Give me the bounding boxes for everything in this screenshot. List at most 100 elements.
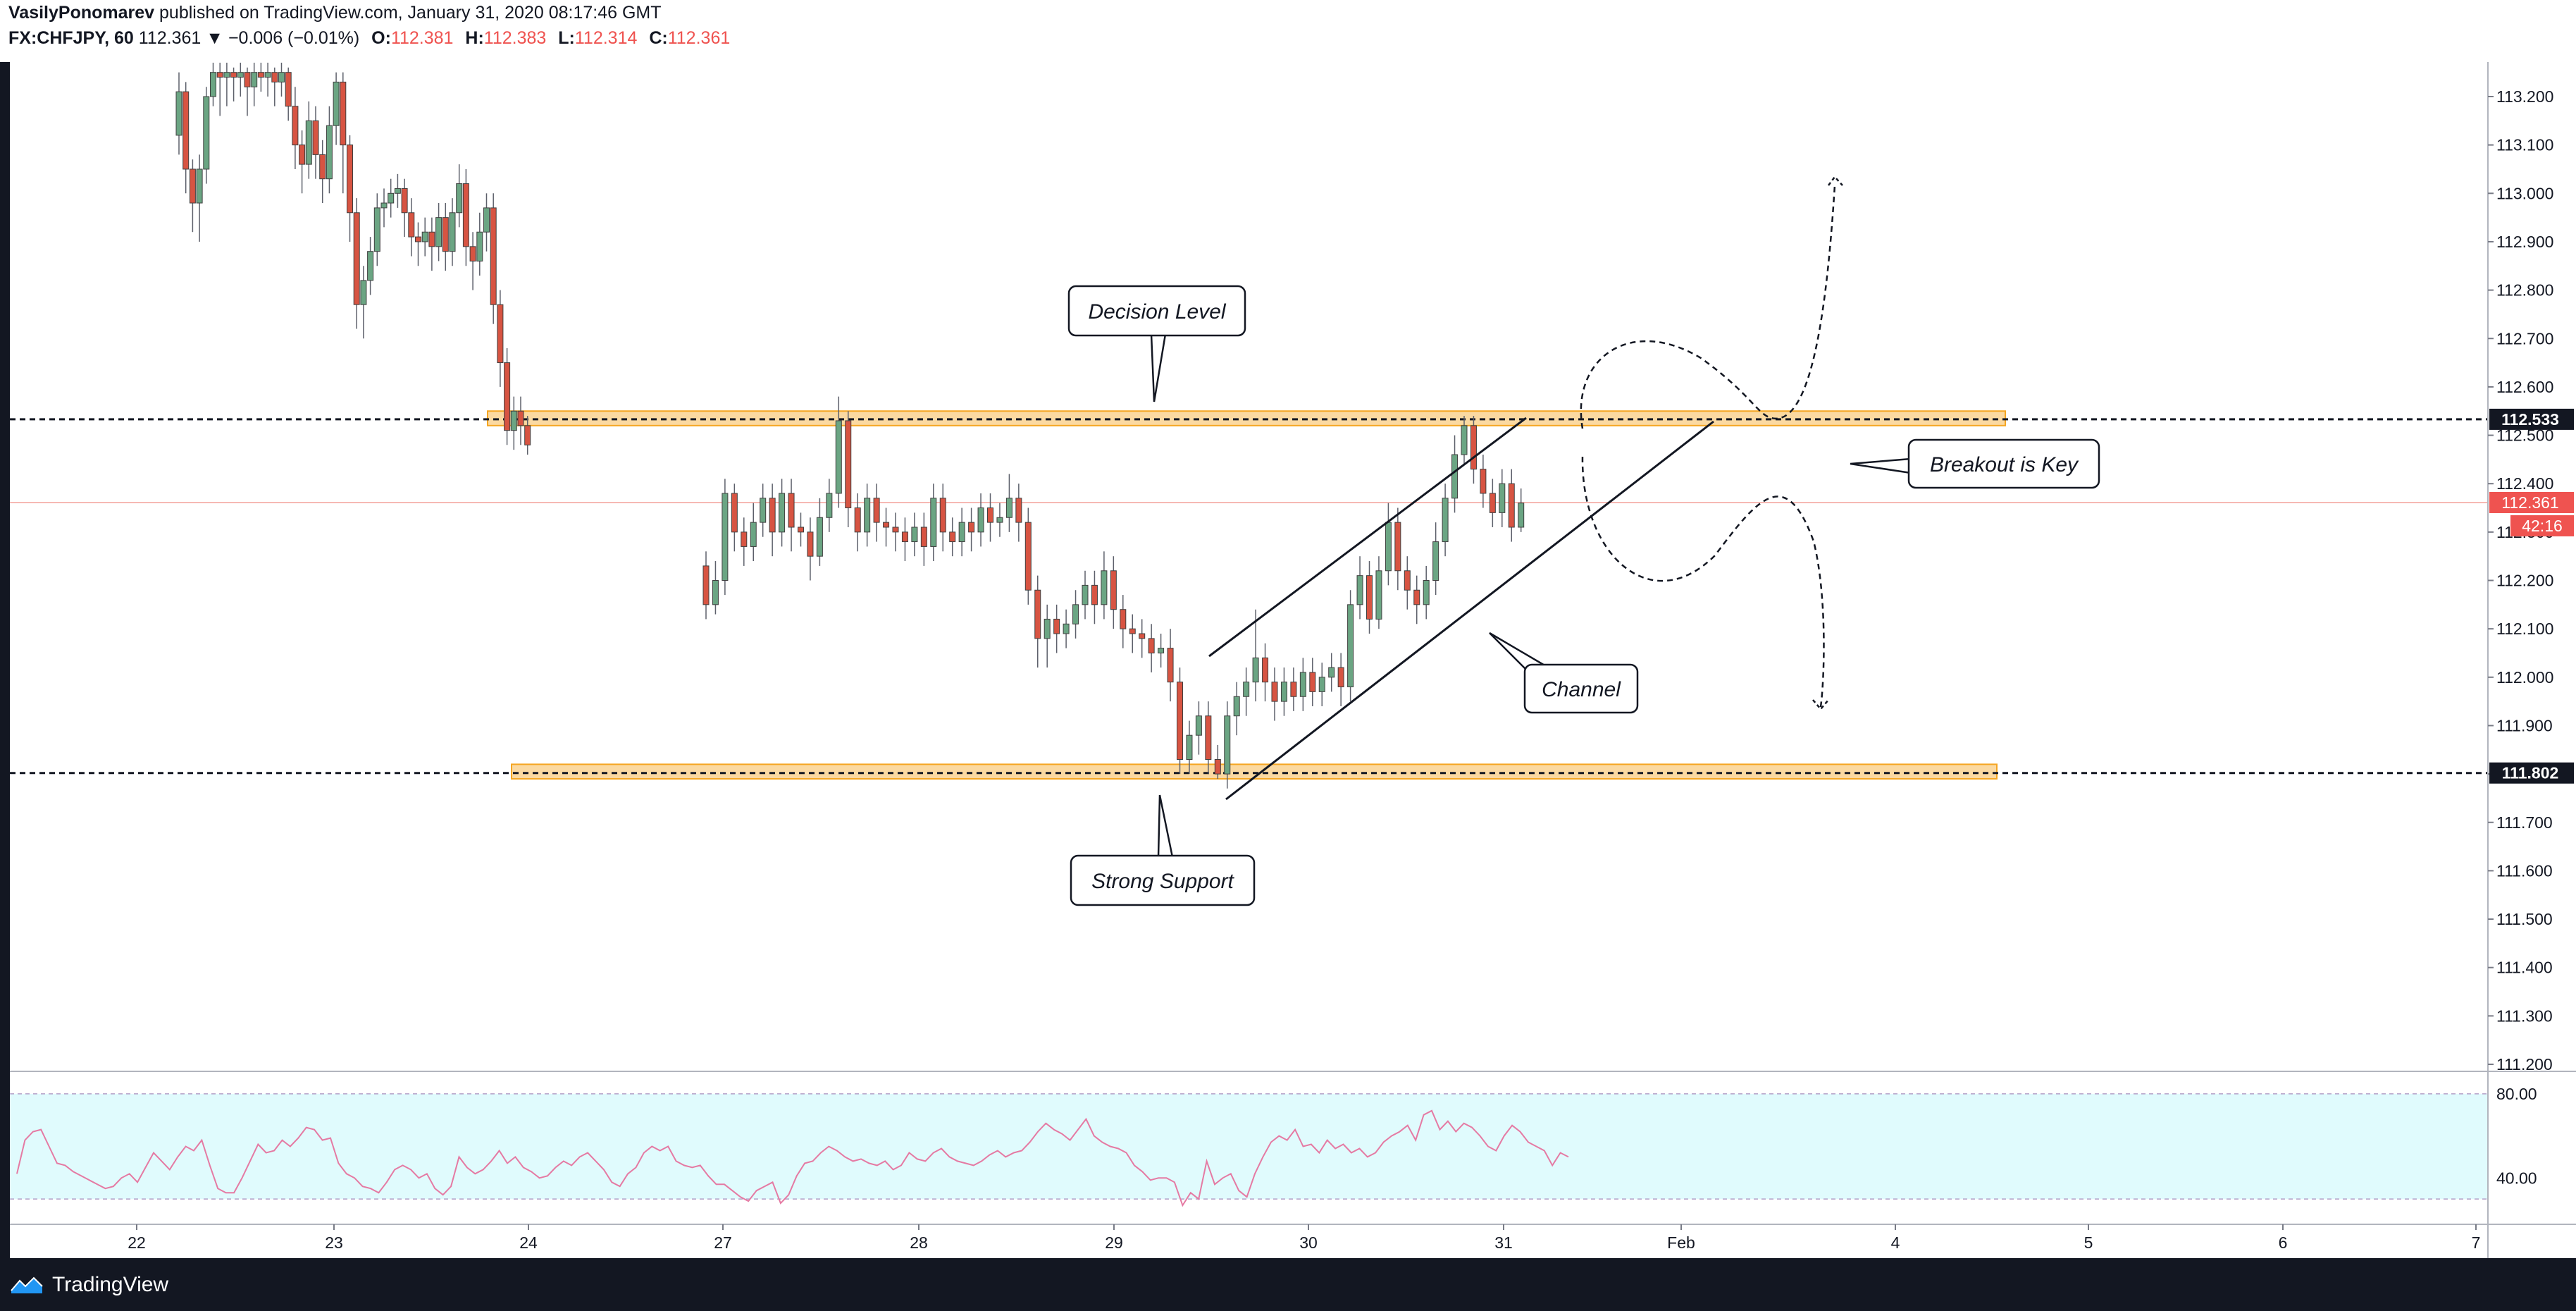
- candle-body: [326, 125, 333, 180]
- candle-body: [1262, 657, 1269, 683]
- y-tick-label: 112.400: [2496, 474, 2553, 493]
- candle-body: [1318, 677, 1325, 692]
- candle-body: [1224, 715, 1231, 775]
- candle-body: [1499, 483, 1506, 513]
- x-tick-label: 28: [910, 1233, 928, 1252]
- candle-body: [462, 183, 469, 247]
- low-value: 112.314: [574, 28, 638, 48]
- level-badge: [2489, 408, 2574, 430]
- candle-body: [449, 212, 456, 252]
- candle-body: [189, 168, 196, 204]
- candle-body: [388, 192, 395, 204]
- price-chart[interactable]: Decision Level Strong Support Channel Break…: [10, 62, 2576, 1258]
- decision-level-callout-text: Decision Level: [1088, 300, 1226, 324]
- channel-upper-line: [1208, 417, 1527, 658]
- candle-body: [807, 531, 814, 557]
- countdown-badge: [2510, 515, 2574, 536]
- high-label: H:: [465, 28, 484, 48]
- y-tick-label: 112.000: [2496, 668, 2553, 687]
- candle-body: [182, 91, 190, 170]
- candle-body: [394, 187, 401, 194]
- candle-body: [415, 236, 421, 242]
- candle-body: [1101, 570, 1108, 605]
- candle-body: [223, 72, 230, 78]
- header-bar: VasilyPonomarev published on TradingView…: [0, 0, 2576, 62]
- candle-body: [237, 72, 244, 78]
- candle-body: [524, 425, 531, 445]
- candle-body: [920, 527, 927, 547]
- strong-support-callout: Strong Support: [1070, 794, 1256, 906]
- bullish-arrowhead: [1828, 176, 1843, 186]
- level-badge-label: 112.533: [2501, 410, 2559, 429]
- candle-body: [1394, 522, 1401, 572]
- x-tick-label: 6: [2279, 1233, 2288, 1252]
- footer-bar: TradingView: [0, 1258, 2576, 1311]
- candle-body: [712, 580, 719, 605]
- candle-body: [428, 231, 435, 247]
- rsi-tick-label: 80.00: [2496, 1085, 2537, 1103]
- candle-body: [1309, 672, 1316, 692]
- level-badge: [2489, 762, 2574, 784]
- candle-body: [760, 498, 767, 523]
- candle-body: [216, 72, 223, 78]
- level-badge-label: 111.802: [2502, 764, 2559, 782]
- candle-body: [741, 531, 748, 547]
- candle-body: [1356, 575, 1363, 605]
- candle-body: [1195, 715, 1202, 736]
- candle-body: [1053, 618, 1060, 634]
- published-text: published on TradingView.com, January 31…: [159, 3, 662, 23]
- rsi-band: [10, 1093, 2488, 1200]
- bearish-arrowhead: [1812, 699, 1829, 710]
- candle-body: [497, 304, 504, 364]
- candle-body: [1252, 657, 1259, 683]
- candle-body: [380, 202, 388, 209]
- candle-body: [788, 493, 795, 528]
- candle-body: [264, 72, 271, 78]
- candle-body: [442, 217, 449, 252]
- candle-body: [883, 522, 890, 528]
- candle-body: [1290, 682, 1297, 697]
- decision-level-callout-box: [1067, 285, 1246, 337]
- rsi-line: [16, 1109, 1569, 1207]
- candle-body: [949, 531, 956, 543]
- y-tick-label: 111.300: [2496, 1007, 2553, 1025]
- close-value: 112.361: [667, 28, 731, 48]
- candle-body: [1508, 483, 1515, 528]
- tradingview-logo[interactable]: TradingView: [10, 1272, 168, 1298]
- symbol-label[interactable]: FX:CHFJPY, 60: [8, 28, 134, 48]
- x-tick-label: 23: [325, 1233, 343, 1252]
- low-label: L:: [558, 28, 575, 48]
- candle-body: [1063, 623, 1070, 634]
- candle-body: [1461, 425, 1468, 455]
- candle-body: [1205, 715, 1212, 761]
- y-tick-label: 113.000: [2496, 184, 2553, 202]
- candle-body: [230, 72, 237, 78]
- high-value: 112.383: [483, 28, 547, 48]
- candle-body: [1214, 759, 1221, 775]
- candle-body: [510, 410, 517, 431]
- candle-body: [1082, 584, 1089, 605]
- strong-support-callout-pointer: [1157, 794, 1174, 858]
- channel-callout-box: [1523, 663, 1639, 714]
- strong-support-zone: [511, 763, 1998, 780]
- y-tick-label: 111.500: [2496, 910, 2553, 928]
- candle-body: [1366, 575, 1373, 620]
- candle-body: [977, 507, 984, 533]
- candle-body: [456, 183, 463, 214]
- candle-body: [1489, 493, 1496, 513]
- candle-body: [750, 522, 757, 547]
- current-price-badge: [2489, 491, 2574, 513]
- candle-body: [333, 81, 340, 126]
- candle-body: [968, 522, 975, 533]
- candle-body: [1091, 584, 1098, 605]
- chart-area[interactable]: Decision Level Strong Support Channel Break…: [10, 62, 2576, 1258]
- y-tick-label: 113.100: [2496, 136, 2553, 154]
- author-name[interactable]: VasilyPonomarev: [8, 3, 155, 23]
- candle-body: [517, 410, 524, 426]
- candle-body: [939, 498, 946, 533]
- y-tick-label: 112.200: [2496, 572, 2553, 590]
- y-tick-label: 112.100: [2496, 620, 2553, 638]
- close-label: C:: [649, 28, 668, 48]
- candle-body: [210, 72, 216, 97]
- candle-body: [1413, 589, 1420, 605]
